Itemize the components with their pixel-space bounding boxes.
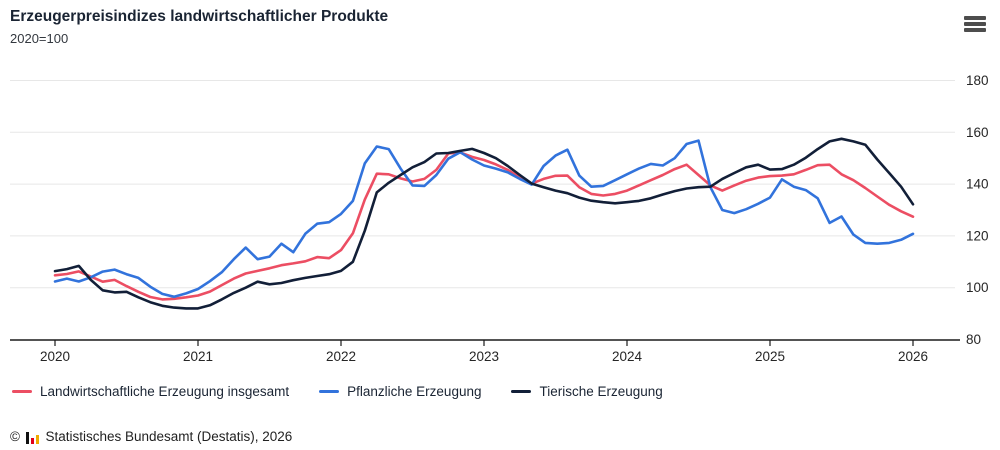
line-series-0 (53, 151, 915, 301)
legend-item-pflanzlich[interactable]: Pflanzliche Erzeugung (319, 384, 481, 399)
hamburger-bar (964, 16, 986, 20)
y-tick-label: 160 (966, 125, 989, 140)
source-text: Statistisches Bundesamt (Destatis), 2026 (45, 429, 293, 444)
y-tick-label: 180 (966, 73, 989, 88)
x-tick-label: 2021 (183, 349, 213, 364)
hamburger-bar (964, 28, 986, 32)
x-axis: 2020 2021 2022 2023 2024 2025 2026 (10, 339, 960, 364)
gridlines (10, 80, 955, 289)
line-series-2 (53, 137, 915, 310)
hamburger-menu-icon[interactable] (964, 16, 988, 36)
destatis-bars-icon (25, 432, 40, 444)
source-line: © Statistisches Bundesamt (Destatis), 20… (10, 429, 292, 444)
x-tick-label: 2026 (898, 349, 928, 364)
y-tick-label: 80 (966, 332, 981, 347)
x-tick-label: 2020 (40, 349, 70, 364)
hamburger-bar (964, 22, 986, 26)
x-tick-label: 2022 (326, 349, 356, 364)
chart-subtitle: 2020=100 (10, 31, 69, 46)
legend-dash-red (12, 390, 32, 393)
page-title: Erzeugerpreisindizes landwirtschaftliche… (10, 8, 389, 25)
legend-item-tierisch[interactable]: Tierische Erzeugung (511, 384, 663, 399)
x-tick-label: 2023 (469, 349, 499, 364)
line-series-1 (53, 139, 915, 299)
legend-label: Pflanzliche Erzeugung (347, 384, 482, 399)
copyright-sign: © (10, 429, 20, 444)
legend-dash-blue (319, 390, 340, 393)
legend-dash-black (511, 390, 532, 393)
legend-label: Tierische Erzeugung (539, 384, 663, 399)
y-axis-labels: 80 100 120 140 160 180 (966, 73, 989, 347)
chart-legend: Landwirtschaftliche Erzeugung insgesamt … (12, 384, 663, 399)
legend-item-insgesamt[interactable]: Landwirtschaftliche Erzeugung insgesamt (12, 384, 289, 399)
y-tick-label: 100 (966, 280, 989, 295)
legend-label: Landwirtschaftliche Erzeugung insgesamt (40, 384, 290, 399)
y-tick-label: 140 (966, 177, 989, 192)
x-tick-label: 2024 (612, 349, 643, 364)
x-tick-label: 2025 (755, 349, 785, 364)
y-tick-label: 120 (966, 228, 989, 243)
